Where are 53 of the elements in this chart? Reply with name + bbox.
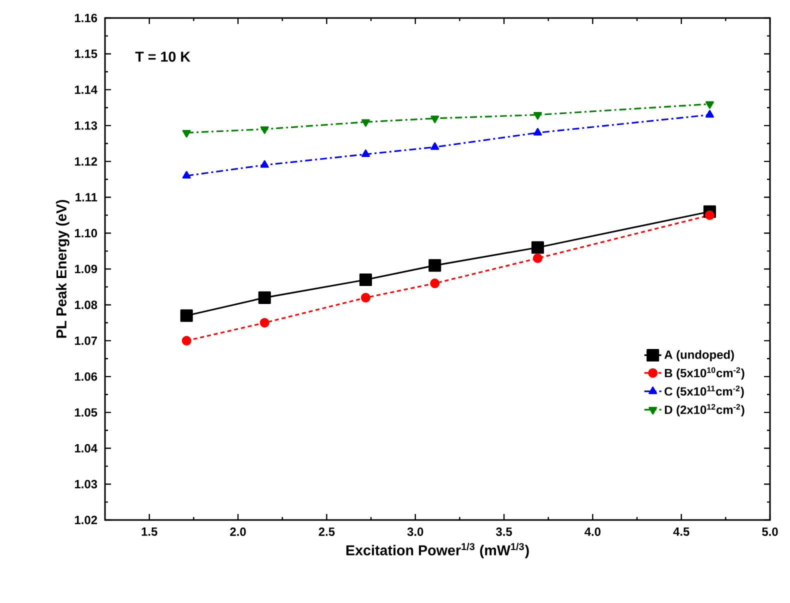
point xyxy=(182,170,191,179)
annotation: T = 10 K xyxy=(135,52,190,62)
legend-label: D (2x10$^{12}$cm$^{-2}$) xyxy=(664,404,744,416)
point xyxy=(260,318,270,328)
point xyxy=(260,160,269,168)
y-tick-label: 1.09 xyxy=(74,264,98,274)
y-tick-label: 1.06 xyxy=(74,372,98,381)
y-tick-label: 1.10 xyxy=(74,228,97,238)
y-tick-label: 1.11 xyxy=(76,193,98,202)
point xyxy=(360,292,370,302)
legend-label: B (5x10$^{10}$cm$^{-2}$) xyxy=(664,367,744,380)
point xyxy=(531,241,544,254)
x-tick-label: 5.0 xyxy=(762,528,778,536)
point xyxy=(359,273,372,286)
x-tick-label: 2.0 xyxy=(230,528,246,536)
y-tick-label: 1.16 xyxy=(74,14,98,22)
y-tick-label: 1.02 xyxy=(74,516,98,524)
legend-label: C (5x10$^{11}$cm$^{-2}$) xyxy=(664,386,744,398)
point xyxy=(182,130,191,138)
x-tick-label: 1.5 xyxy=(142,528,158,536)
point xyxy=(532,253,542,264)
y-axis-title: PL Peak Energy (eV) xyxy=(56,200,70,338)
point xyxy=(182,336,192,346)
point xyxy=(430,278,440,288)
x-tick-label: 4.0 xyxy=(584,528,600,536)
x-axis-title: Excitation Power$^{1/3}$ (mW$^{1/3}$) xyxy=(346,542,529,558)
point xyxy=(704,210,714,220)
point xyxy=(260,126,269,134)
point xyxy=(180,309,193,322)
point xyxy=(533,112,542,120)
legend-label: A (undoped) xyxy=(664,350,734,362)
point xyxy=(705,101,714,109)
point xyxy=(258,291,271,304)
y-tick-label: 1.08 xyxy=(74,300,98,310)
y-tick-label: 1.12 xyxy=(74,157,98,166)
y-tick-label: 1.13 xyxy=(74,121,98,130)
y-tick-label: 1.15 xyxy=(74,50,98,58)
point xyxy=(428,259,442,272)
y-tick-label: 1.14 xyxy=(74,86,98,94)
y-tick-label: 1.05 xyxy=(74,408,98,417)
y-tick-label: 1.07 xyxy=(74,336,97,345)
point xyxy=(430,116,440,124)
x-tick-label: 2.5 xyxy=(318,528,335,536)
point xyxy=(361,119,370,127)
point xyxy=(705,110,714,118)
y-tick-label: 1.04 xyxy=(74,444,98,453)
x-tick-label: 3.5 xyxy=(496,528,512,536)
y-tick-label: 1.03 xyxy=(74,480,98,488)
point xyxy=(361,149,370,158)
x-tick-label: 4.5 xyxy=(673,528,690,536)
point xyxy=(533,128,542,136)
x-tick-label: 3.0 xyxy=(407,528,424,536)
point xyxy=(430,142,440,150)
